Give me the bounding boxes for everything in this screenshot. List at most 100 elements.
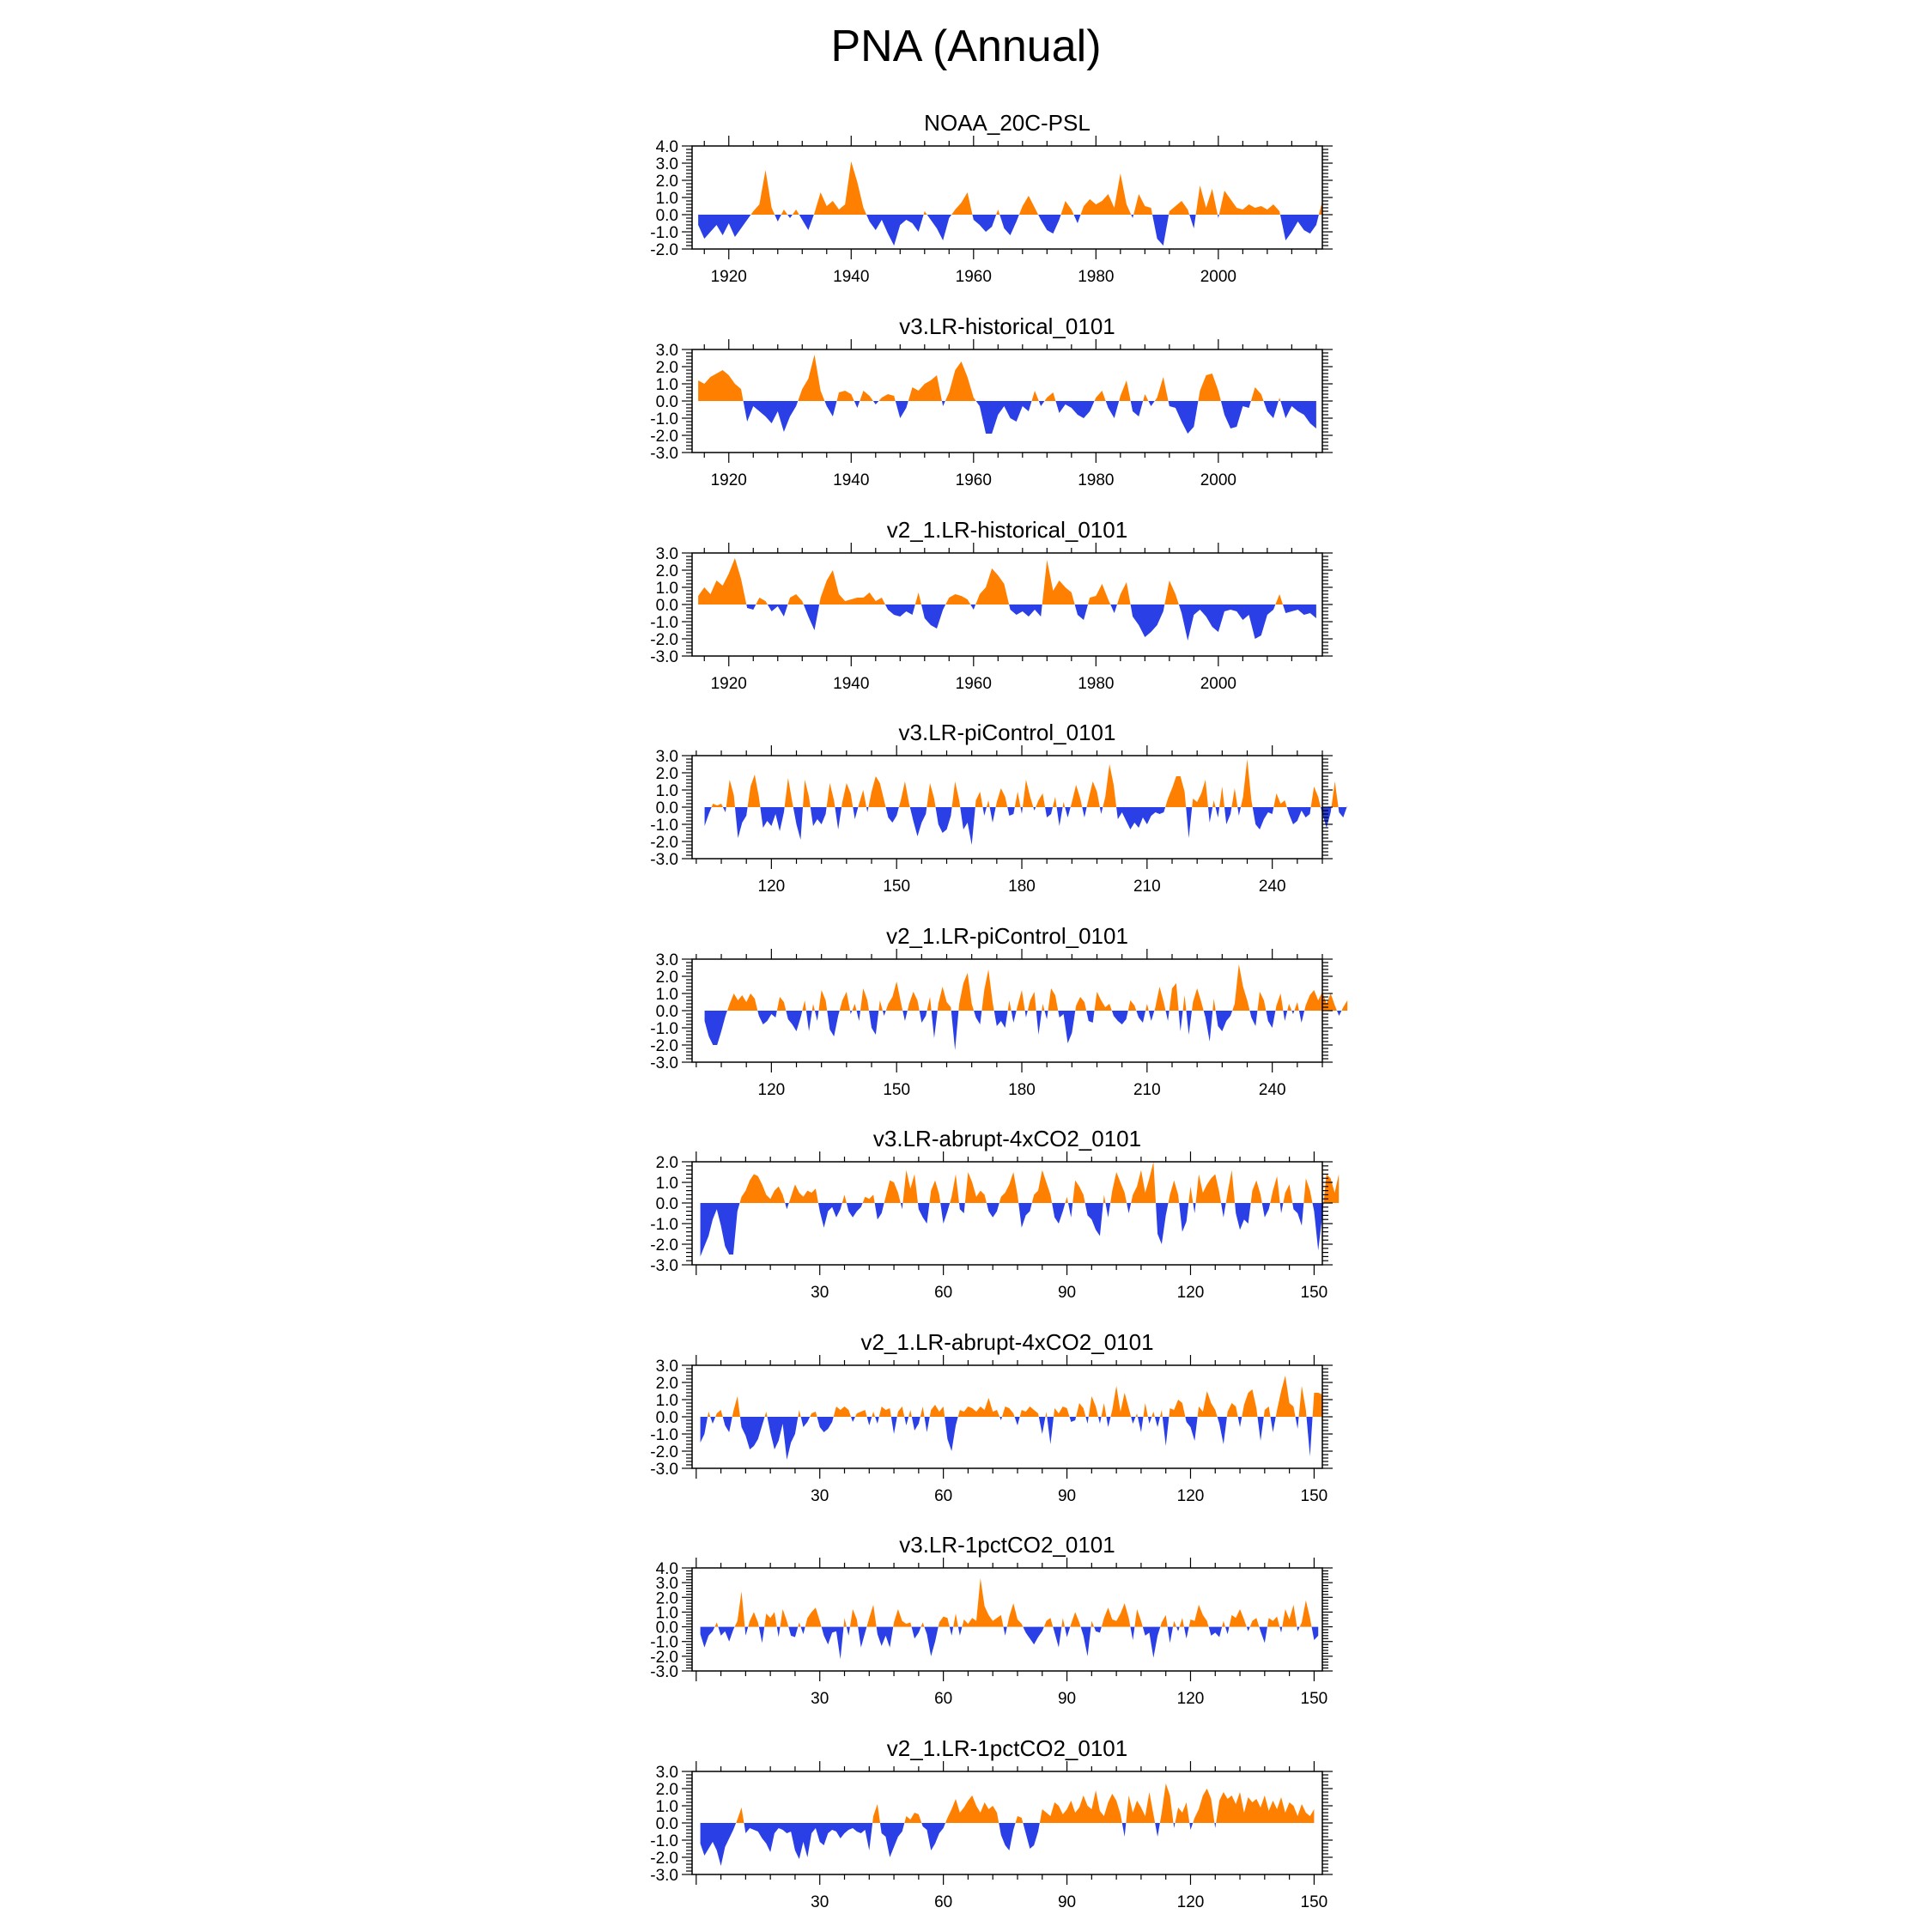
x-tick-label: 150	[1301, 1893, 1328, 1911]
x-tick-label: 1960	[956, 268, 992, 286]
y-tick-label: 2.0	[656, 562, 678, 580]
panel-7: v2_1.LR-abrupt-4xCO2_0101 -3.0-2.0-1.00.0…	[650, 1329, 1333, 1505]
negative-area	[704, 807, 1348, 845]
x-tick-label: 60	[934, 1690, 952, 1708]
y-tick-label: 0.0	[656, 1619, 678, 1637]
y-tick-label: -2.0	[650, 1649, 678, 1667]
y-tick-label: -3.0	[650, 1054, 678, 1072]
y-tick-label: -2.0	[650, 834, 678, 852]
y-tick-label: -2.0	[650, 1443, 678, 1461]
y-tick-label: 1.0	[656, 1175, 678, 1193]
y-tick-label: 3.0	[656, 1575, 678, 1593]
panel-title: v2_1.LR-abrupt-4xCO2_0101	[860, 1329, 1153, 1355]
x-tick-label: 150	[883, 878, 910, 896]
x-tick-label: 120	[758, 1081, 786, 1099]
panel-3: v2_1.LR-historical_0101 -3.0-2.0-1.00.01.…	[650, 517, 1333, 693]
y-tick-label: 1.0	[656, 1392, 678, 1410]
panel-title: v2_1.LR-piControl_0101	[886, 923, 1128, 949]
y-tick-label: 2.0	[656, 1589, 678, 1607]
x-tick-label: 150	[1301, 1690, 1328, 1708]
y-tick-label: -1.0	[650, 224, 678, 242]
positive-area	[698, 558, 1316, 605]
x-tick-label: 120	[1177, 1690, 1205, 1708]
y-tick-label: 2.0	[656, 765, 678, 783]
y-tick-label: -1.0	[650, 614, 678, 632]
y-tick-label: 2.0	[656, 173, 678, 191]
x-tick-label: 60	[934, 1284, 952, 1302]
positive-area	[704, 759, 1348, 807]
positive-area	[700, 1376, 1322, 1417]
panel-title: v3.LR-historical_0101	[899, 313, 1115, 339]
x-tick-label: 120	[1177, 1284, 1205, 1302]
y-tick-label: 0.0	[656, 1409, 678, 1427]
y-tick-label: -3.0	[650, 1867, 678, 1885]
x-tick-label: 120	[1177, 1893, 1205, 1911]
y-tick-label: 0.0	[656, 393, 678, 411]
x-tick-label: 1980	[1078, 675, 1114, 693]
y-tick-label: -1.0	[650, 1426, 678, 1444]
y-tick-label: -1.0	[650, 1020, 678, 1038]
y-tick-label: 3.0	[656, 748, 678, 766]
y-tick-label: 3.0	[656, 342, 678, 360]
panel-title: v3.LR-abrupt-4xCO2_0101	[873, 1126, 1141, 1151]
x-tick-label: 1920	[711, 268, 747, 286]
y-tick-label: 3.0	[656, 155, 678, 173]
y-tick-label: 2.0	[656, 1375, 678, 1393]
y-tick-label: -1.0	[650, 1216, 678, 1234]
y-tick-label: -3.0	[650, 445, 678, 463]
y-tick-label: -2.0	[650, 1236, 678, 1255]
x-tick-label: 2000	[1200, 471, 1236, 489]
plot-frame	[691, 1161, 1323, 1266]
y-tick-label: 3.0	[656, 1358, 678, 1376]
panel-title: v3.LR-piControl_0101	[899, 720, 1116, 745]
y-tick-label: -2.0	[650, 428, 678, 446]
x-tick-label: 150	[1301, 1487, 1328, 1505]
y-tick-label: 0.0	[656, 1815, 678, 1833]
y-tick-label: 1.0	[656, 580, 678, 598]
x-tick-label: 1960	[956, 675, 992, 693]
panel-title: v2_1.LR-historical_0101	[887, 517, 1127, 543]
y-tick-label: -2.0	[650, 241, 678, 259]
y-tick-label: 2.0	[656, 359, 678, 377]
y-tick-label: -3.0	[650, 851, 678, 869]
panel-title: v2_1.LR-1pctCO2_0101	[887, 1735, 1127, 1761]
x-tick-label: 180	[1008, 878, 1036, 896]
y-tick-label: 2.0	[656, 1154, 678, 1172]
main-title: PNA (Annual)	[830, 21, 1102, 71]
negative-area	[700, 1626, 1319, 1660]
panel-9: v2_1.LR-1pctCO2_0101 -3.0-2.0-1.00.01.02.…	[650, 1735, 1333, 1911]
y-tick-label: 3.0	[656, 951, 678, 969]
y-tick-label: 4.0	[656, 138, 678, 156]
x-tick-label: 1940	[833, 268, 869, 286]
y-tick-label: -3.0	[650, 1461, 678, 1479]
positive-area	[700, 1578, 1319, 1627]
panel-2: v3.LR-historical_0101-3.0-2.0-1.00.01.02…	[650, 313, 1333, 489]
panel-title: v3.LR-1pctCO2_0101	[899, 1532, 1115, 1558]
y-tick-label: 0.0	[656, 207, 678, 225]
y-tick-label: 1.0	[656, 782, 678, 800]
y-tick-label: 2.0	[656, 969, 678, 987]
y-tick-label: -3.0	[650, 1663, 678, 1681]
y-tick-label: -2.0	[650, 1850, 678, 1868]
x-tick-label: 1980	[1078, 268, 1114, 286]
y-tick-label: -1.0	[650, 1832, 678, 1850]
x-tick-label: 180	[1008, 1081, 1036, 1099]
positive-area	[704, 964, 1348, 1011]
plot-frame	[691, 1567, 1323, 1672]
y-tick-label: 1.0	[656, 190, 678, 208]
x-tick-label: 240	[1259, 1081, 1286, 1099]
y-tick-label: 1.0	[656, 1604, 678, 1622]
panel-5: v2_1.LR-piControl_0101 -3.0-2.0-1.00.01.0…	[650, 923, 1348, 1099]
y-tick-label: -2.0	[650, 631, 678, 649]
x-tick-label: 210	[1133, 878, 1161, 896]
positive-area	[700, 1162, 1340, 1203]
x-tick-label: 2000	[1200, 268, 1236, 286]
y-tick-label: -1.0	[650, 410, 678, 428]
x-tick-label: 150	[883, 1081, 910, 1099]
x-tick-label: 1960	[956, 471, 992, 489]
negative-area	[700, 1203, 1340, 1257]
y-tick-label: -1.0	[650, 817, 678, 835]
negative-area	[700, 1417, 1322, 1460]
y-tick-label: 0.0	[656, 1003, 678, 1021]
